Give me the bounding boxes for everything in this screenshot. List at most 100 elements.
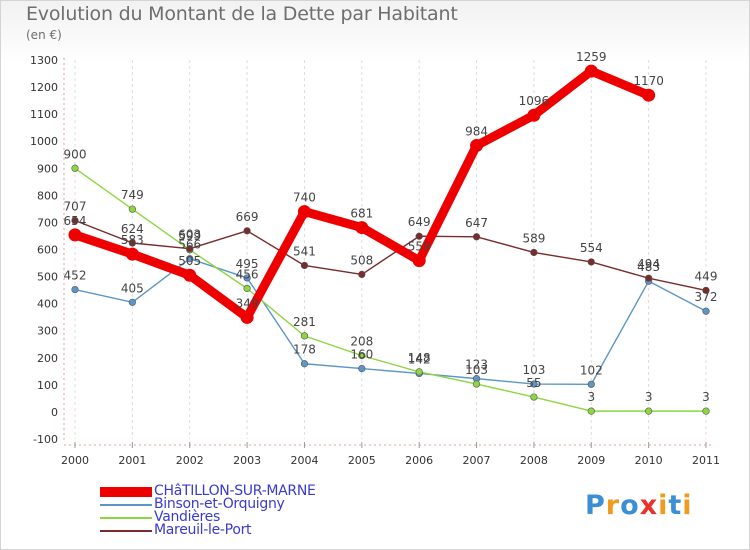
data-point: [472, 380, 481, 388]
data-label: 3: [587, 390, 595, 404]
y-tick-label: 400: [37, 298, 58, 311]
y-tick-label: 800: [37, 189, 58, 202]
y-tick-label: 700: [37, 216, 58, 229]
y-tick-label: 500: [37, 271, 58, 284]
data-labels: 654 583 505 349 740 681 559 984 1096 1259 1170 452 4…: [64, 50, 718, 404]
x-tick-label: 2001: [118, 454, 146, 467]
data-label: 103: [465, 363, 488, 377]
data-point: [186, 245, 194, 253]
data-label: 900: [64, 147, 87, 161]
data-point: [702, 307, 710, 315]
y-axis-ticks: -100 0 100 200 300 400 500 600 700 800 900 1000 1100…: [30, 54, 58, 446]
series-line: [74, 167, 707, 412]
x-axis-ticks: 2000 2001 2002 2003 2004 2005 2006 2007 2008 2009…: [61, 442, 720, 467]
data-label: 649: [408, 215, 431, 229]
y-tick-label: 900: [37, 162, 58, 175]
data-label: 707: [64, 200, 87, 214]
data-point: [587, 380, 595, 388]
data-label: 160: [350, 348, 373, 362]
series-lines: [70, 66, 707, 412]
data-label: 123: [465, 358, 488, 372]
data-label: 102: [580, 363, 603, 377]
series-line: [74, 219, 707, 292]
data-label: 208: [350, 335, 373, 349]
data-label: 654: [64, 214, 87, 228]
data-point: [128, 298, 136, 306]
data-point: [530, 380, 538, 388]
data-label: 483: [637, 260, 660, 274]
axes: [63, 58, 714, 446]
data-point: [412, 254, 426, 268]
logo-letter: i: [658, 490, 669, 521]
data-label: 178: [293, 343, 316, 357]
data-point: [472, 233, 481, 241]
data-label: 3: [702, 390, 710, 404]
data-label: 372: [695, 290, 718, 304]
legend-swatch: [100, 504, 152, 506]
data-point: [642, 88, 656, 102]
legend-label: Binson-et-Orquigny: [154, 496, 285, 512]
data-label: 3: [645, 390, 653, 404]
data-point: [702, 407, 710, 415]
data-label: 541: [293, 244, 316, 258]
data-label: 1259: [576, 50, 607, 64]
data-point: [128, 205, 136, 213]
chart-subtitle: (en €): [26, 28, 62, 42]
data-label: 1170: [633, 74, 664, 88]
data-point: [530, 393, 538, 401]
data-label: 405: [121, 281, 144, 295]
data-point: [470, 139, 484, 153]
data-label: 740: [293, 191, 316, 205]
data-point: [358, 352, 366, 360]
data-point: [243, 284, 251, 293]
data-label: 349: [236, 296, 259, 310]
data-point: [645, 274, 653, 282]
legend-swatch: [100, 530, 152, 532]
data-point: [358, 270, 366, 279]
y-tick-label: 1100: [30, 108, 58, 121]
data-label: 681: [350, 207, 373, 221]
grid-lines: [74, 60, 707, 439]
data-label: 624: [121, 222, 144, 236]
data-label: 589: [522, 231, 545, 245]
legend-label: Mareuil-le-Port: [154, 522, 252, 538]
data-label: 566: [178, 238, 201, 252]
x-tick-label: 2006: [405, 454, 433, 467]
data-point: [300, 261, 309, 270]
data-point: [243, 274, 251, 282]
data-label: 603: [178, 228, 201, 242]
data-point: [702, 286, 710, 294]
data-point: [125, 247, 139, 261]
x-tick-label: 2007: [463, 454, 491, 467]
data-point: [530, 248, 538, 257]
y-tick-label: 200: [37, 352, 58, 365]
data-point: [358, 365, 366, 373]
y-tick-label: 0: [51, 406, 58, 419]
data-point: [297, 205, 311, 219]
legend-label: Vandières: [154, 509, 220, 525]
data-point: [415, 232, 423, 240]
y-tick-label: 100: [37, 379, 58, 392]
data-point: [71, 164, 79, 172]
legend-swatch: [100, 517, 152, 519]
data-point: [240, 310, 254, 324]
x-tick-label: 2010: [635, 454, 663, 467]
data-label: 599: [178, 229, 201, 243]
data-label: 494: [637, 257, 660, 271]
data-point: [300, 332, 309, 340]
data-label: 984: [465, 125, 488, 139]
data-point: [355, 221, 369, 235]
logo-letter: t: [668, 490, 683, 521]
y-tick-label: -100: [33, 433, 58, 446]
series-points: [68, 64, 710, 415]
data-point: [128, 239, 136, 247]
data-label: 554: [580, 241, 603, 255]
data-point: [587, 258, 595, 266]
chart-title: Evolution du Montant de la Dette par Hab…: [26, 3, 458, 25]
data-label: 452: [64, 269, 87, 283]
logo-letter: r: [605, 490, 621, 521]
data-label: 281: [293, 315, 316, 329]
data-point: [71, 216, 79, 225]
proxiti-logo: Proxiti: [585, 490, 693, 521]
